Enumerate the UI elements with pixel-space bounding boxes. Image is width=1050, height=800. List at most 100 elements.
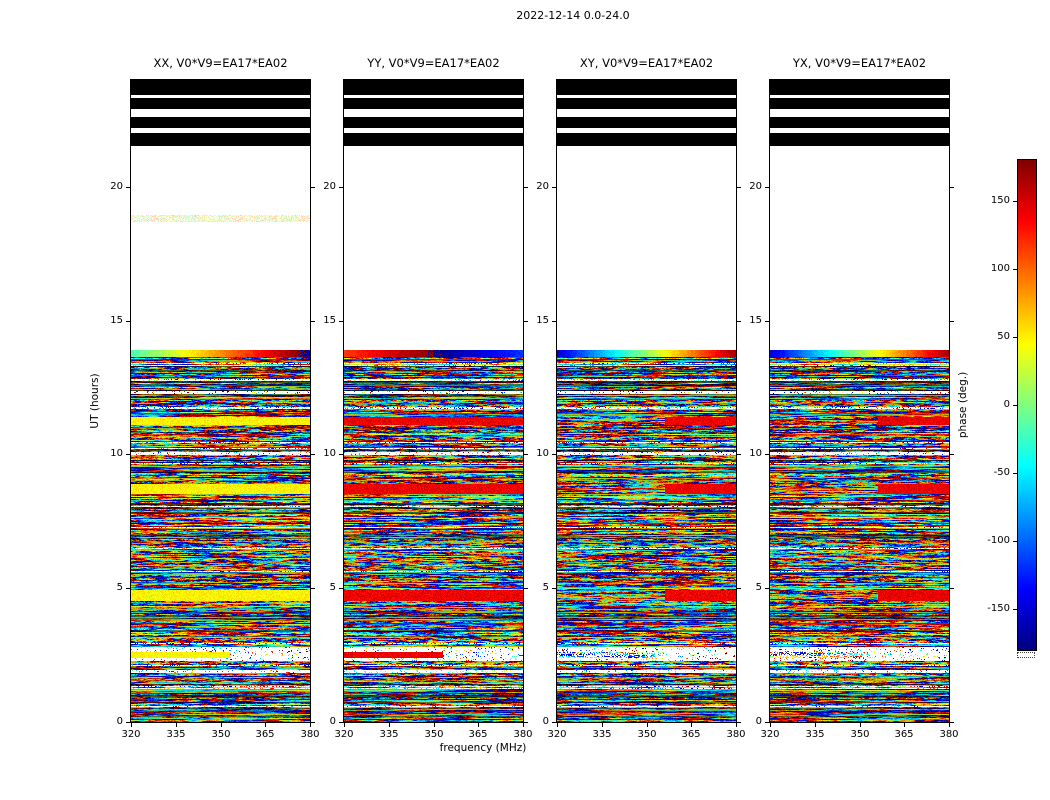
colorbar-tick-label: -150 <box>987 603 1010 614</box>
y-tick-label: 10 <box>749 448 762 459</box>
y-tick-mark <box>523 722 528 723</box>
y-tick-mark <box>126 722 131 723</box>
y-tick-label: 0 <box>755 716 762 727</box>
panel-title-YX: YX, V0*V9=EA17*EA02 <box>792 56 927 70</box>
x-tick-label: 350 <box>211 729 231 740</box>
x-tick-mark <box>691 722 692 727</box>
y-tick-label: 15 <box>110 315 123 326</box>
y-tick-mark <box>310 454 315 455</box>
x-tick-label: 320 <box>121 729 141 740</box>
y-tick-mark <box>949 454 954 455</box>
x-tick-label: 335 <box>379 729 399 740</box>
x-tick-mark <box>602 722 603 727</box>
y-tick-label: 10 <box>110 448 123 459</box>
x-tick-mark <box>815 722 816 727</box>
x-tick-mark <box>344 722 345 727</box>
y-tick-mark <box>736 588 741 589</box>
x-tick-mark <box>904 722 905 727</box>
x-tick-label: 365 <box>894 729 914 740</box>
x-tick-mark <box>310 722 311 727</box>
y-tick-mark <box>765 588 770 589</box>
ut-hours-axis-label: UT (hours) <box>89 373 101 429</box>
x-tick-label: 335 <box>166 729 186 740</box>
y-tick-label: 0 <box>116 716 123 727</box>
colorbar-tick-label: 0 <box>1003 399 1010 410</box>
x-tick-label: 380 <box>939 729 959 740</box>
x-tick-mark <box>265 722 266 727</box>
y-tick-mark <box>523 321 528 322</box>
figure-title: 2022-12-14 0.0-24.0 <box>516 9 630 22</box>
y-tick-mark <box>949 321 954 322</box>
y-tick-mark <box>765 722 770 723</box>
colorbar-tick-mark <box>1013 201 1018 202</box>
x-tick-label: 350 <box>637 729 657 740</box>
x-tick-label: 380 <box>726 729 746 740</box>
x-tick-label: 350 <box>424 729 444 740</box>
y-tick-mark <box>552 187 557 188</box>
y-tick-label: 10 <box>536 448 549 459</box>
x-tick-label: 335 <box>592 729 612 740</box>
y-tick-label: 5 <box>755 582 762 593</box>
x-tick-mark <box>557 722 558 727</box>
y-tick-mark <box>949 588 954 589</box>
y-tick-mark <box>126 588 131 589</box>
x-tick-mark <box>478 722 479 727</box>
y-tick-mark <box>126 321 131 322</box>
colorbar-tick-mark <box>1013 405 1018 406</box>
x-tick-mark <box>176 722 177 727</box>
y-tick-mark <box>552 321 557 322</box>
x-tick-mark <box>523 722 524 727</box>
y-tick-mark <box>949 187 954 188</box>
colorbar-tick-mark <box>1013 609 1018 610</box>
y-tick-mark <box>765 454 770 455</box>
y-tick-label: 5 <box>542 582 549 593</box>
y-tick-mark <box>126 187 131 188</box>
x-tick-label: 365 <box>468 729 488 740</box>
x-tick-mark <box>434 722 435 727</box>
y-tick-label: 0 <box>329 716 336 727</box>
y-tick-mark <box>552 454 557 455</box>
panel-title-XY: XY, V0*V9=EA17*EA02 <box>579 56 714 70</box>
y-tick-mark <box>523 454 528 455</box>
x-tick-mark <box>736 722 737 727</box>
colorbar-tick-label: -50 <box>993 467 1010 478</box>
x-tick-mark <box>221 722 222 727</box>
y-tick-mark <box>339 187 344 188</box>
x-tick-mark <box>949 722 950 727</box>
y-tick-mark <box>310 722 315 723</box>
y-tick-mark <box>126 454 131 455</box>
x-tick-mark <box>647 722 648 727</box>
x-tick-label: 335 <box>805 729 825 740</box>
y-tick-label: 20 <box>536 181 549 192</box>
heatmap-canvas-YX <box>770 80 949 722</box>
y-tick-mark <box>736 187 741 188</box>
colorbar-under-extension <box>1017 652 1035 658</box>
y-tick-mark <box>310 588 315 589</box>
y-tick-mark <box>736 321 741 322</box>
y-tick-label: 20 <box>749 181 762 192</box>
x-tick-mark <box>770 722 771 727</box>
colorbar-canvas <box>1018 160 1036 650</box>
colorbar-tick-mark <box>1013 473 1018 474</box>
y-tick-label: 20 <box>110 181 123 192</box>
y-tick-mark <box>523 588 528 589</box>
colorbar-tick-label: 150 <box>990 195 1010 206</box>
frequency-axis-label: frequency (MHz) <box>439 742 527 754</box>
x-tick-mark <box>860 722 861 727</box>
colorbar-tick-label: -100 <box>987 535 1010 546</box>
y-tick-mark <box>310 187 315 188</box>
y-tick-mark <box>949 722 954 723</box>
y-tick-mark <box>339 454 344 455</box>
y-tick-mark <box>765 187 770 188</box>
x-tick-label: 320 <box>760 729 780 740</box>
y-tick-label: 10 <box>323 448 336 459</box>
x-tick-label: 380 <box>513 729 533 740</box>
y-tick-label: 0 <box>542 716 549 727</box>
y-tick-mark <box>765 321 770 322</box>
y-tick-label: 20 <box>323 181 336 192</box>
y-tick-mark <box>310 321 315 322</box>
colorbar-tick-label: 50 <box>997 331 1010 342</box>
y-tick-mark <box>339 588 344 589</box>
y-tick-mark <box>552 588 557 589</box>
